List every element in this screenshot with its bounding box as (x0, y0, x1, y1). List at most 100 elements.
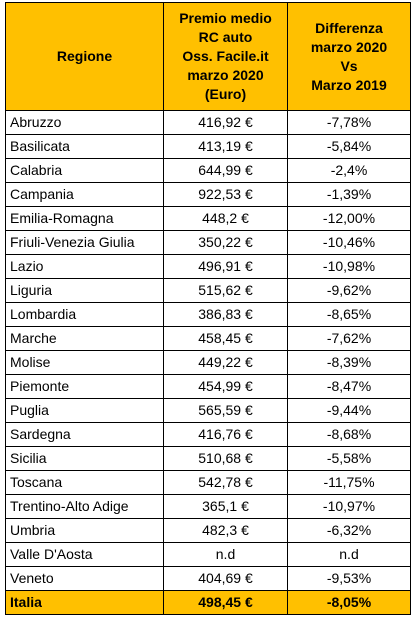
cell: Campania (5, 182, 164, 207)
cell: Toscana (5, 470, 164, 495)
total-row: Italia 498,45 € -8,05% (5, 590, 411, 615)
cell: Sardegna (5, 422, 164, 447)
cell: -7,78% (287, 110, 411, 135)
header-line: Oss. Facile.it (182, 48, 269, 64)
cell: Sicilia (5, 446, 164, 471)
data-row: Liguria 515,62 € -9,62% (5, 278, 411, 303)
data-row: Veneto 404,69 € -9,53% (5, 566, 411, 591)
cell: -9,44% (287, 398, 411, 423)
data-row: Basilicata 413,19 € -5,84% (5, 134, 411, 159)
cell: -5,84% (287, 134, 411, 159)
cell: Molise (5, 350, 164, 375)
data-row: Abruzzo 416,92 € -7,78% (5, 110, 411, 135)
header-cell: Premio medio RC auto Oss. Facile.it marzo 2… (163, 2, 288, 111)
cell: Trentino-Alto Adige (5, 494, 164, 519)
table-body: Abruzzo 416,92 € -7,78% Basilicata 413,19 € -… (5, 110, 411, 615)
data-row: Sardegna 416,76 € -8,68% (5, 422, 411, 447)
header-line: Marzo 2019 (311, 76, 387, 93)
data-row: Valle D'Aosta n.d n.d (5, 542, 411, 567)
header-line: Regione (56, 48, 113, 64)
table: Regione Premio medio RC auto Oss. Facile.it… (5, 2, 411, 615)
cell: 458,45 € (163, 326, 288, 351)
cell: -8,68% (287, 422, 411, 447)
cell: -8,65% (287, 302, 411, 327)
cell: -2,4% (287, 158, 411, 183)
cell: Marche (5, 326, 164, 351)
cell: Emilia-Romagna (5, 206, 164, 231)
header-line: Vs (340, 57, 358, 74)
cell: 510,68 € (163, 446, 288, 471)
cell: 350,22 € (163, 230, 288, 255)
data-row: Toscana 542,78 € -11,75% (5, 470, 411, 495)
data-row: Umbria 482,3 € -6,32% (5, 518, 411, 543)
data-row: Puglia 565,59 € -9,44% (5, 398, 411, 423)
data-row: Calabria 644,99 € -2,4% (5, 158, 411, 183)
cell: 416,92 € (163, 110, 288, 135)
cell: -5,58% (287, 446, 411, 471)
header-line: marzo 2020 (310, 38, 388, 55)
cell: 413,19 € (163, 134, 288, 159)
cell: -10,98% (287, 254, 411, 279)
cell: Piemonte (5, 374, 164, 399)
cell: 365,1 € (163, 494, 288, 519)
cell: 922,53 € (163, 182, 288, 207)
cell: Abruzzo (5, 110, 164, 135)
cell: -10,46% (287, 230, 411, 255)
cell: Lombardia (5, 302, 164, 327)
header-line: marzo 2020 (187, 67, 264, 83)
cell: Basilicata (5, 134, 164, 159)
cell: 542,78 € (163, 470, 288, 495)
header-line: Premio medio (179, 10, 272, 26)
data-row: Marche 458,45 € -7,62% (5, 326, 411, 351)
cell: Veneto (5, 566, 164, 591)
data-row: Emilia-Romagna 448,2 € -12,00% (5, 206, 411, 231)
header-cell: Regione (5, 2, 164, 111)
data-row: Campania 922,53 € -1,39% (5, 182, 411, 207)
cell: -9,53% (287, 566, 411, 591)
data-row: Trentino-Alto Adige 365,1 € -10,97% (5, 494, 411, 519)
cell: -9,62% (287, 278, 411, 303)
cell: Liguria (5, 278, 164, 303)
cell: 644,99 € (163, 158, 288, 183)
header-line: RC auto (198, 29, 253, 45)
cell: 404,69 € (163, 566, 288, 591)
cell: -11,75% (287, 470, 411, 495)
cell: Friuli-Venezia Giulia (5, 230, 164, 255)
header-cell: Differenza marzo 2020 Vs Marzo 2019 (287, 2, 411, 111)
cell: -1,39% (287, 182, 411, 207)
cell: 386,83 € (163, 302, 288, 327)
cell: 515,62 € (163, 278, 288, 303)
cell: Puglia (5, 398, 164, 423)
cell: 565,59 € (163, 398, 288, 423)
cell: -8,47% (287, 374, 411, 399)
data-row: Molise 449,22 € -8,39% (5, 350, 411, 375)
cell: 448,2 € (163, 206, 288, 231)
cell: 449,22 € (163, 350, 288, 375)
header-row: Regione Premio medio RC auto Oss. Facile.it… (5, 2, 411, 111)
cell: Italia (5, 590, 164, 615)
cell: -8,39% (287, 350, 411, 375)
cell: 416,76 € (163, 422, 288, 447)
cell: -10,97% (287, 494, 411, 519)
data-row: Piemonte 454,99 € -8,47% (5, 374, 411, 399)
cell: n.d (163, 542, 288, 567)
cell: Valle D'Aosta (5, 542, 164, 567)
data-row: Friuli-Venezia Giulia 350,22 € -10,46% (5, 230, 411, 255)
cell: Umbria (5, 518, 164, 543)
cell: 496,91 € (163, 254, 288, 279)
header-line: Differenza (315, 19, 383, 36)
cell: Calabria (5, 158, 164, 183)
cell: 454,99 € (163, 374, 288, 399)
data-row: Lombardia 386,83 € -8,65% (5, 302, 411, 327)
cell: 482,3 € (163, 518, 288, 543)
cell: n.d (287, 542, 411, 567)
cell: -6,32% (287, 518, 411, 543)
cell: -7,62% (287, 326, 411, 351)
cell: -12,00% (287, 206, 411, 231)
data-row: Lazio 496,91 € -10,98% (5, 254, 411, 279)
data-row: Sicilia 510,68 € -5,58% (5, 446, 411, 471)
cell: -8,05% (287, 590, 411, 615)
header-line: (Euro) (204, 86, 247, 102)
cell: Lazio (5, 254, 164, 279)
